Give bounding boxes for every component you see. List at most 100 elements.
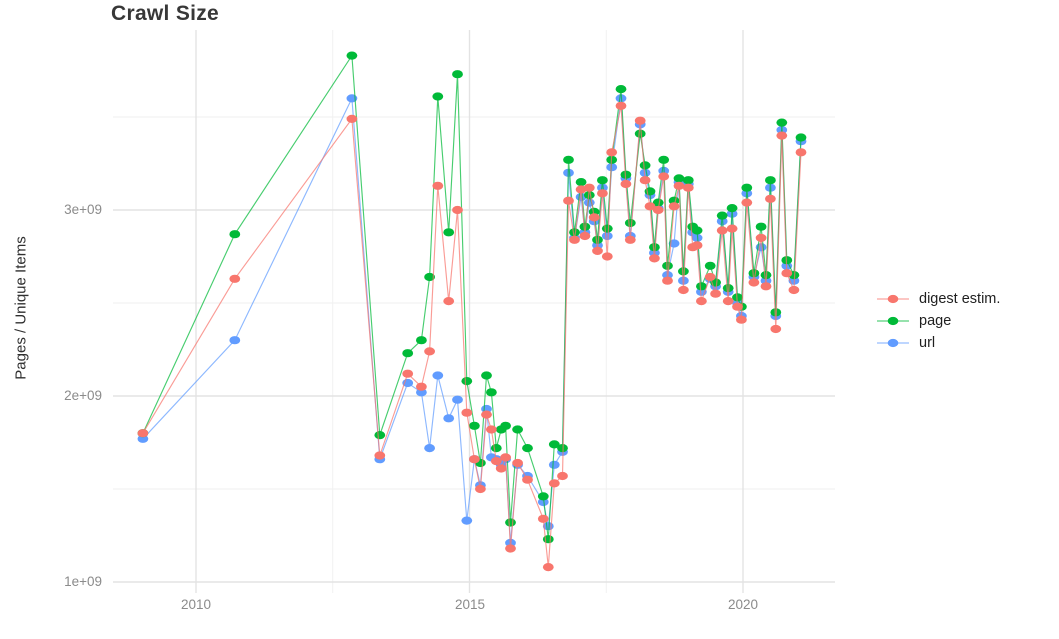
data-point — [486, 425, 497, 434]
data-point — [748, 278, 760, 287]
legend-label: page — [919, 313, 952, 329]
data-point — [624, 235, 636, 244]
data-point — [776, 131, 788, 140]
data-point — [583, 183, 595, 192]
data-point — [469, 455, 480, 464]
data-point — [601, 231, 613, 241]
data-point — [770, 324, 782, 334]
x-tick-2010: 2010 — [180, 597, 212, 612]
data-point — [615, 85, 627, 94]
url-key-icon — [877, 338, 909, 348]
legend-item-digest-estim: digest estim. — [876, 291, 1000, 307]
page-title: Crawl Size — [111, 2, 220, 25]
data-point — [500, 453, 511, 462]
data-point — [575, 178, 587, 187]
data-point — [624, 218, 636, 228]
data-point — [722, 284, 734, 293]
y-axis-title: Pages / Unique Items — [12, 236, 30, 380]
data-point — [691, 241, 703, 250]
data-point — [704, 272, 716, 282]
data-point — [469, 421, 480, 430]
data-point — [416, 382, 427, 391]
data-point — [649, 243, 660, 252]
data-point — [229, 274, 241, 283]
data-point — [461, 408, 473, 417]
data-point — [788, 285, 800, 295]
data-point — [443, 297, 455, 306]
data-point — [658, 172, 670, 181]
data-point — [575, 185, 587, 194]
data-point — [579, 222, 591, 231]
data-point — [620, 179, 632, 189]
y-tick-3e09: 3e+09 — [64, 202, 102, 217]
data-point — [452, 70, 463, 79]
data-point — [542, 535, 554, 544]
data-point — [486, 388, 497, 397]
data-point — [537, 492, 549, 501]
data-point — [634, 116, 646, 125]
y-tick-2e09: 2e+09 — [64, 388, 102, 403]
data-point — [505, 544, 516, 553]
data-point — [639, 161, 651, 170]
gridlines — [113, 30, 835, 593]
data-point — [781, 269, 793, 278]
data-point — [704, 261, 716, 270]
data-point — [481, 410, 492, 419]
data-point — [678, 267, 689, 276]
data-point — [606, 148, 618, 157]
data-point — [736, 315, 747, 324]
data-point — [673, 181, 685, 190]
data-point — [424, 347, 435, 356]
data-point — [512, 425, 523, 434]
data-point — [495, 464, 507, 473]
data-point — [563, 155, 574, 164]
data-point — [432, 181, 444, 190]
data-point — [579, 231, 591, 241]
data-point — [461, 516, 473, 525]
data-point — [765, 194, 776, 203]
data-point — [452, 395, 463, 404]
data-point — [760, 282, 772, 291]
data-point — [652, 198, 664, 207]
data-point — [583, 191, 595, 200]
data-point — [691, 226, 703, 235]
data-point — [592, 235, 603, 244]
data-point — [592, 246, 603, 255]
data-point — [481, 371, 492, 380]
data-point — [512, 458, 523, 468]
data-point — [755, 233, 767, 242]
data-point — [537, 514, 549, 523]
data-point — [346, 114, 358, 123]
data-point — [443, 228, 455, 237]
data-point — [424, 272, 435, 282]
data-point — [639, 168, 651, 177]
data-point — [776, 118, 788, 127]
data-point — [722, 297, 734, 306]
data-point — [452, 205, 463, 215]
data-point — [588, 213, 600, 222]
data-point — [755, 222, 767, 231]
data-point — [682, 183, 694, 192]
data-point — [402, 369, 414, 378]
data-point — [673, 174, 685, 183]
data-point — [443, 414, 455, 423]
data-point — [634, 129, 646, 138]
data-point — [137, 429, 149, 438]
x-tick-2015: 2015 — [454, 597, 486, 612]
data-point — [597, 189, 608, 198]
data-point — [229, 230, 241, 239]
data-point — [432, 92, 444, 101]
x-tick-2020: 2020 — [727, 597, 759, 612]
data-point — [557, 444, 568, 453]
legend-item-page: page — [876, 313, 1000, 329]
data-point — [522, 444, 533, 453]
series-url — [137, 94, 807, 548]
data-point — [557, 471, 568, 481]
data-point — [658, 155, 670, 164]
data-point — [548, 479, 560, 488]
data-point — [620, 170, 632, 179]
legend-item-url: url — [876, 335, 1000, 351]
data-point — [374, 431, 386, 440]
